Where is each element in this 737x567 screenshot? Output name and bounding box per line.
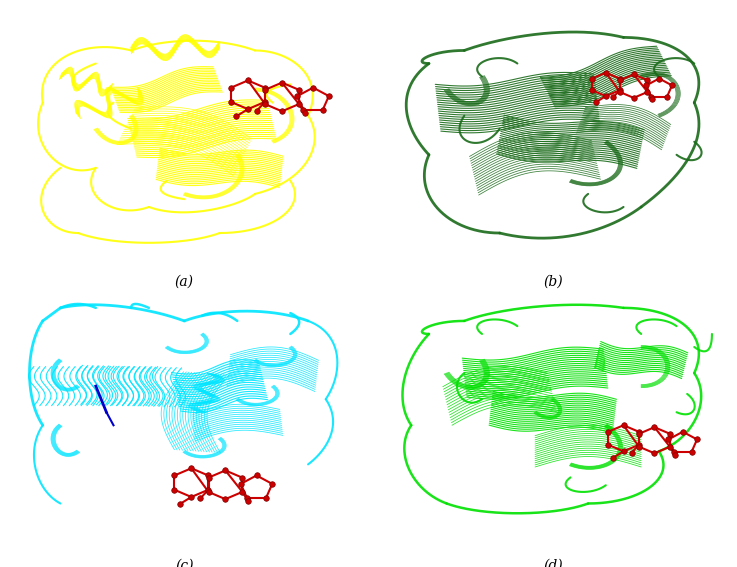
Text: (c): (c) [175,558,194,567]
Text: (b): (b) [543,275,562,289]
Text: (a): (a) [175,275,194,289]
Text: (d): (d) [543,558,562,567]
